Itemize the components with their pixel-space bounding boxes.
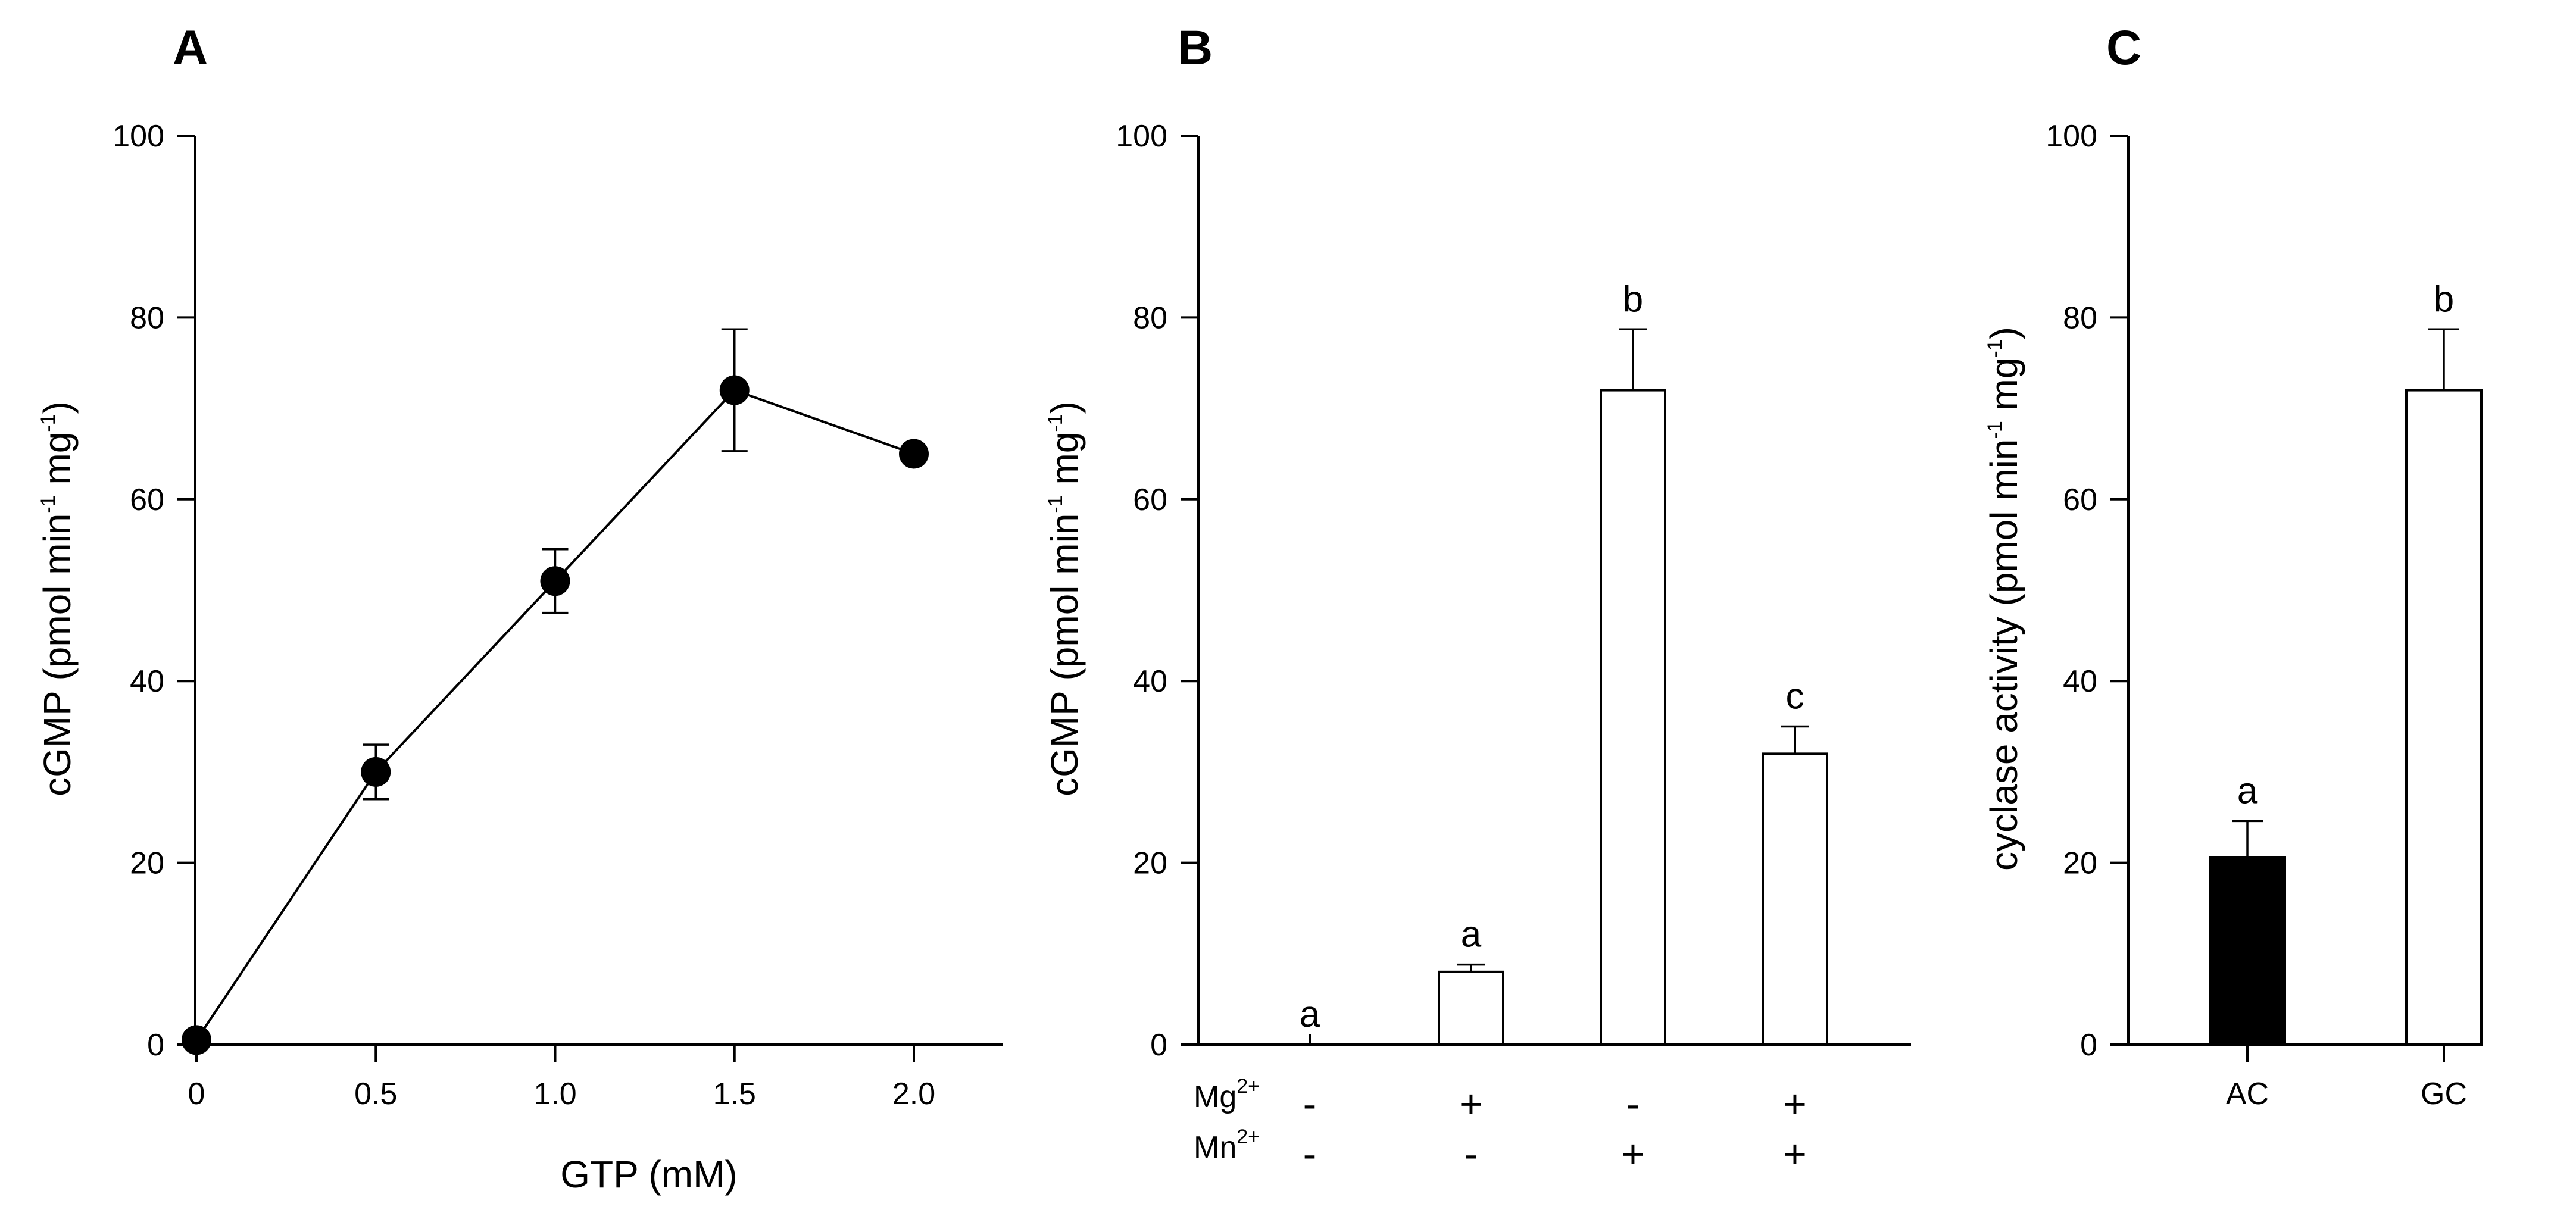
panel-b-condition-sign: - bbox=[1465, 1131, 1478, 1177]
panel-a-y-tick-label: 40 bbox=[130, 664, 164, 699]
panel-a-x-tick-label: 1.0 bbox=[533, 1077, 576, 1111]
panel-b-ylabel-main: cGMP (pmol min bbox=[1043, 514, 1086, 796]
panel-a-ylabel-end: ) bbox=[36, 401, 79, 414]
panel-c-x-tick-label: GC bbox=[2421, 1077, 2467, 1111]
panel-a-y-tick-label: 0 bbox=[147, 1028, 164, 1062]
panel-c-y-tick-label: 40 bbox=[2063, 664, 2097, 699]
panel-a-ylabel-sup1: -1 bbox=[37, 495, 60, 513]
panel-b-y-tick-label: 60 bbox=[1133, 483, 1167, 517]
panel-b-significance-label: a bbox=[1300, 994, 1320, 1035]
panel-c-ylabel-end: ) bbox=[1982, 327, 2025, 339]
panel-b-condition-sign: - bbox=[1626, 1081, 1640, 1127]
panel-b-ylabel-sup1: -1 bbox=[1044, 495, 1067, 513]
panel-a-x-axis-title: GTP (mM) bbox=[560, 1153, 737, 1196]
panel-a-x-tick-label: 0.5 bbox=[354, 1077, 397, 1111]
panel-c-x-tick-label: AC bbox=[2226, 1077, 2269, 1111]
panel-a-y-tick-label: 80 bbox=[130, 301, 164, 335]
panel-b-ylabel-sup2: -1 bbox=[1044, 414, 1067, 432]
panel-a-data-point bbox=[361, 757, 391, 787]
panel-b-condition-sign: + bbox=[1621, 1131, 1645, 1177]
panel-b-mg-label: Mg2+ bbox=[1194, 1075, 1260, 1114]
panel-b: B cGMP (pmol min-1 mg-1) Mg2+ Mn2+ 02040… bbox=[1043, 21, 1911, 1177]
panel-a-ylabel-mid: mg bbox=[36, 432, 79, 496]
panel-c-y-tick-label: 100 bbox=[2046, 119, 2097, 154]
panel-a-series-line bbox=[195, 389, 914, 1041]
panel-c-significance-label: a bbox=[2237, 770, 2258, 811]
panel-a-y-tick-label: 60 bbox=[130, 483, 164, 517]
panel-b-y-tick-label: 80 bbox=[1133, 301, 1167, 335]
panel-a: A GTP (mM) cGMP (pmol min-1 mg-1) 020406… bbox=[36, 21, 1003, 1196]
panel-c-letter: C bbox=[2106, 21, 2141, 75]
panel-a-x-tick-label: 0 bbox=[188, 1077, 205, 1111]
panel-c-ylabel-sup1: -1 bbox=[1984, 421, 2006, 439]
panel-a-ylabel-main: cGMP (pmol min bbox=[36, 514, 79, 796]
panel-c-ylabel-main: cyclase activity (pmol min bbox=[1982, 439, 2025, 871]
panel-b-y-tick-label: 20 bbox=[1133, 846, 1167, 881]
panel-b-letter: B bbox=[1178, 21, 1213, 75]
panel-c-y-tick-label: 80 bbox=[2063, 301, 2097, 335]
panel-a-ylabel-sup2: -1 bbox=[37, 414, 60, 432]
panel-b-condition-sign: + bbox=[1783, 1081, 1807, 1127]
panel-c-y-tick-label: 60 bbox=[2063, 483, 2097, 517]
panel-c-ylabel-mid: mg bbox=[1982, 358, 2025, 421]
panel-c: C cyclase activity (pmol min-1 mg-1) 020… bbox=[1982, 21, 2483, 1111]
panel-b-bar bbox=[1600, 389, 1666, 1046]
panel-b-mn-label: Mn2+ bbox=[1194, 1126, 1260, 1165]
panel-b-bar bbox=[1438, 970, 1504, 1046]
panel-b-bar bbox=[1762, 752, 1828, 1046]
panel-b-mn-label-text: Mn bbox=[1194, 1130, 1237, 1165]
panel-b-y-tick-label: 40 bbox=[1133, 664, 1167, 699]
panel-c-ylabel-sup2: -1 bbox=[1984, 339, 2006, 357]
panel-b-ylabel-mid: mg bbox=[1043, 432, 1086, 496]
panel-c-bar bbox=[2405, 389, 2483, 1046]
panel-a-data-point bbox=[719, 375, 750, 405]
panel-a-y-tick-label: 100 bbox=[113, 119, 164, 154]
panel-b-y-axis-title: cGMP (pmol min-1 mg-1) bbox=[1043, 401, 1086, 796]
panel-c-bar bbox=[2209, 856, 2286, 1046]
panel-b-significance-label: c bbox=[1786, 676, 1804, 717]
panel-a-x-tick-label: 1.5 bbox=[713, 1077, 756, 1111]
panel-b-significance-label: b bbox=[1623, 279, 1643, 320]
panel-b-y-tick-label: 100 bbox=[1116, 119, 1167, 154]
panel-b-y-tick-label: 0 bbox=[1150, 1028, 1167, 1062]
panel-c-significance-label: b bbox=[2434, 279, 2454, 320]
panel-a-x-tick-label: 2.0 bbox=[892, 1077, 935, 1111]
panel-c-y-axis-title: cyclase activity (pmol min-1 mg-1) bbox=[1982, 327, 2025, 871]
panel-a-data-point bbox=[899, 439, 929, 469]
panel-b-mn-label-sup: 2+ bbox=[1237, 1126, 1260, 1148]
panel-a-data-point bbox=[182, 1025, 211, 1055]
panel-b-condition-sign: - bbox=[1303, 1131, 1317, 1177]
panel-c-y-tick-label: 0 bbox=[2080, 1028, 2097, 1062]
panel-a-y-tick-label: 20 bbox=[130, 846, 164, 881]
panel-b-condition-sign: + bbox=[1783, 1131, 1807, 1177]
panel-a-letter: A bbox=[173, 21, 208, 75]
panel-b-mg-label-text: Mg bbox=[1194, 1080, 1237, 1114]
panel-b-condition-sign: + bbox=[1459, 1081, 1483, 1127]
panel-b-ylabel-end: ) bbox=[1043, 401, 1086, 414]
panel-c-y-tick-label: 20 bbox=[2063, 846, 2097, 881]
panel-b-condition-sign: - bbox=[1303, 1081, 1317, 1127]
panel-a-y-axis-title: cGMP (pmol min-1 mg-1) bbox=[36, 401, 79, 796]
panel-b-significance-label: a bbox=[1461, 914, 1482, 955]
panel-a-data-point bbox=[540, 566, 570, 596]
panel-b-mg-label-sup: 2+ bbox=[1237, 1075, 1260, 1098]
